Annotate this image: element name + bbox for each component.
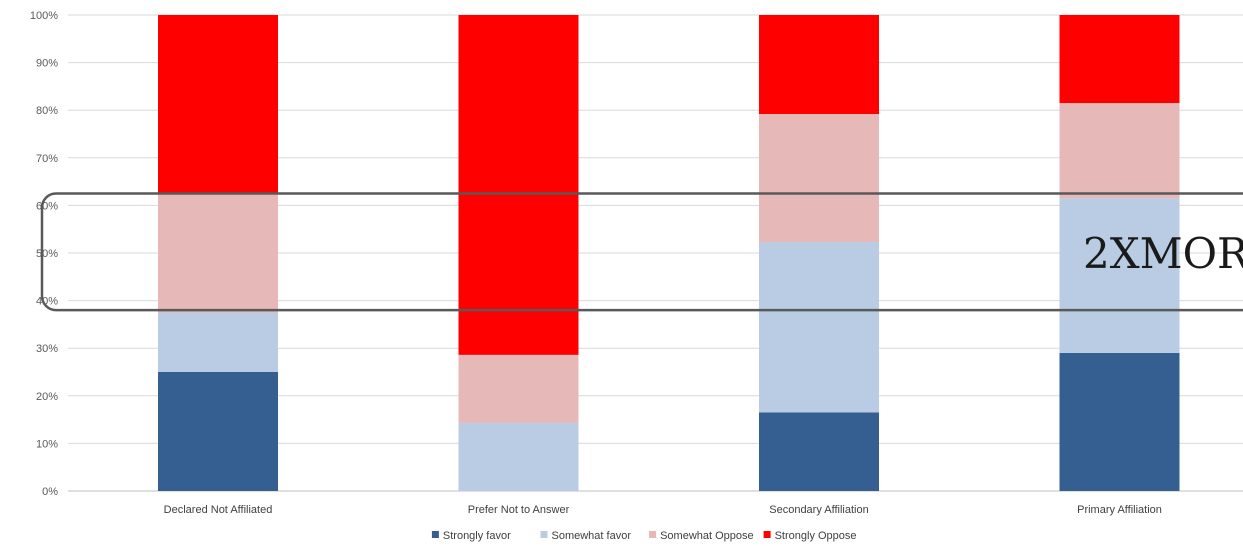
bars xyxy=(158,15,1180,491)
bar-segment-somewhat-oppose xyxy=(759,114,879,243)
x-category-label: Primary Affiliation xyxy=(1077,504,1162,516)
y-tick-label: 60% xyxy=(36,200,58,212)
bar-segment-strongly-favor xyxy=(158,372,278,491)
y-tick-label: 70% xyxy=(36,153,58,165)
bar-segment-somewhat-favor xyxy=(158,312,278,372)
y-tick-label: 30% xyxy=(36,343,58,355)
x-axis: Declared Not Affiliated Prefer Not to Ans… xyxy=(164,504,1162,516)
legend-swatch xyxy=(763,531,771,538)
bar-segment-strongly-oppose xyxy=(158,15,278,194)
y-tick-label: 0% xyxy=(42,486,58,498)
legend-label: Strongly Oppose xyxy=(775,530,857,542)
annotation-box xyxy=(40,192,1243,312)
bar-segment-strongly-favor xyxy=(1059,352,1180,491)
legend-swatch xyxy=(431,531,439,538)
bar-segment-somewhat-oppose xyxy=(1059,103,1180,199)
annotation: 2XMOR xyxy=(40,192,1243,312)
bar-segment-strongly-oppose xyxy=(759,15,879,115)
y-tick-label: 10% xyxy=(36,438,58,450)
x-category-label: Prefer Not to Answer xyxy=(468,504,570,516)
legend-swatch xyxy=(649,531,657,538)
bar-segment-somewhat-oppose xyxy=(458,354,579,423)
y-axis: 0%10%20%30%40%50%60%70%80%90%100% xyxy=(30,10,58,498)
y-tick-label: 100% xyxy=(30,10,58,22)
x-category-label: Declared Not Affiliated xyxy=(164,504,273,516)
annotation-text: 2XMOR xyxy=(1083,229,1243,278)
bar-segment-strongly-oppose xyxy=(458,15,579,355)
x-category-label: Secondary Affiliation xyxy=(769,504,868,516)
legend-label: Somewhat Oppose xyxy=(660,530,754,542)
y-tick-label: 90% xyxy=(36,58,58,70)
legend: Strongly favor Somewhat favor Somewhat Opp… xyxy=(431,530,857,542)
bar-segment-somewhat-favor xyxy=(759,242,879,413)
y-tick-label: 50% xyxy=(36,248,58,260)
legend-label: Somewhat favor xyxy=(552,530,632,542)
y-tick-label: 20% xyxy=(36,391,58,403)
bar-segment-strongly-oppose xyxy=(1059,15,1180,104)
bar-segment-somewhat-favor xyxy=(458,422,579,491)
bar-segment-somewhat-favor xyxy=(1059,198,1180,353)
legend-swatch xyxy=(540,531,548,538)
bar-segment-somewhat-oppose xyxy=(158,193,278,313)
y-tick-label: 80% xyxy=(36,105,58,117)
legend-label: Strongly favor xyxy=(443,530,511,542)
bar-segment-strongly-favor xyxy=(759,412,879,491)
